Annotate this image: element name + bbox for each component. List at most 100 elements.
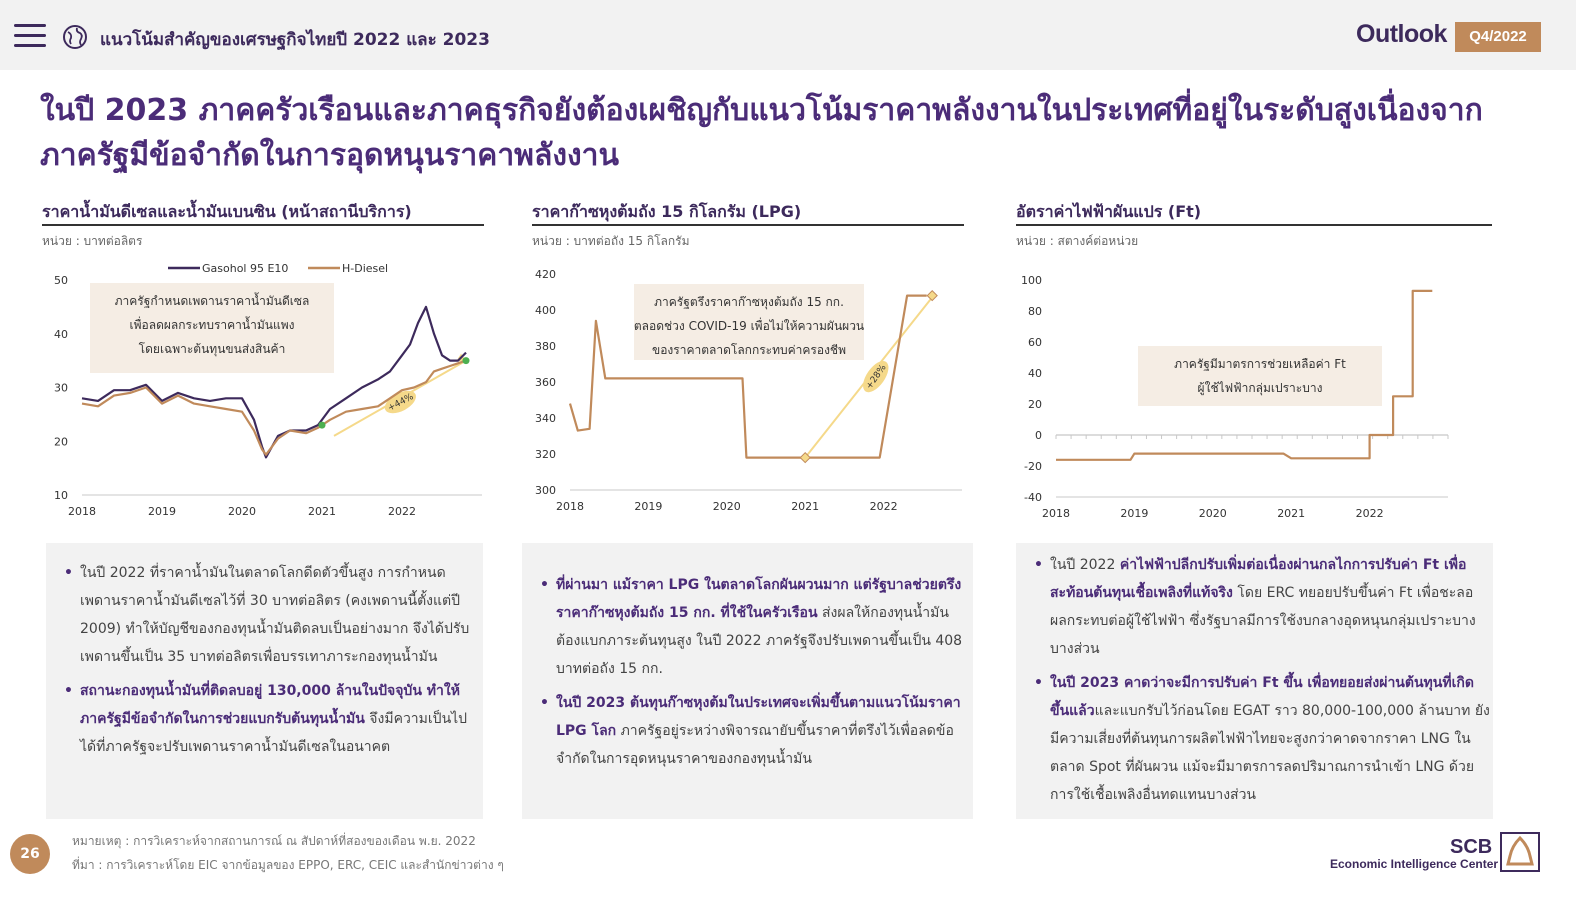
- bullet-icon: •: [540, 577, 549, 593]
- legend-label: Gasohol 95 E10: [202, 262, 288, 275]
- x-tick-label: 2020: [1199, 507, 1227, 520]
- x-tick-label: 2022: [870, 500, 898, 513]
- x-tick-label: 2022: [388, 505, 416, 518]
- annotation-text: เพื่อลดผลกระทบราคาน้ำมันแพง: [130, 316, 295, 332]
- bullet-icon: •: [1034, 557, 1043, 573]
- note-text: ในปี 2023 คาดว่าจะมีการปรับค่า Ft ขึ้น เ…: [1050, 675, 1474, 719]
- annotation-text: ภาครัฐมีมาตรการช่วยเหลือค่า Ft: [1174, 357, 1346, 371]
- note-item: • ในปี 2022 ค่าไฟฟ้าปลีกปรับเพิ่มต่อเนื่อ…: [1016, 551, 1493, 663]
- scb-wordmark: SCB: [1450, 836, 1493, 858]
- annotation-text: ตลอดช่วง COVID-19 เพื่อไม่ให้ความผันผวน: [634, 317, 864, 333]
- note-text: สถานะกองทุนน้ำมันที่ติดลบอยู่ 130,000 ล้…: [80, 683, 460, 727]
- annotation-text: ภาครัฐกำหนดเพดานราคาน้ำมันดีเซล: [115, 292, 310, 308]
- y-tick-label: 20: [54, 435, 68, 448]
- x-tick-label: 2019: [634, 500, 662, 513]
- x-tick-label: 2021: [308, 505, 336, 518]
- y-tick-label: 300: [535, 484, 556, 497]
- note-text: โดย ERC ทยอยปรับขึ้นค่า Ft เพื่อชะลอผลกร…: [1050, 585, 1476, 657]
- notes-fuel: • ในปี 2022 ที่ราคาน้ำมันในตลาดโลกดีดตัวข…: [46, 543, 483, 819]
- panel-rule: [42, 224, 484, 226]
- fuel-price-chart: 10 20 30 40 50 2018 2019 2020 2021 2022 ภาครัฐกำหน…: [54, 262, 482, 518]
- y-tick-label: 40: [54, 328, 68, 341]
- y-tick-label: 400: [535, 304, 556, 317]
- panel-title-ft: อัตราค่าไฟฟ้าผันแปร (Ft): [1016, 202, 1202, 221]
- y-tick-label: 10: [54, 489, 68, 502]
- menu-icon[interactable]: [14, 24, 46, 50]
- x-tick-label: 2020: [713, 500, 741, 513]
- notes-ft: • ในปี 2022 ค่าไฟฟ้าปลีกปรับเพิ่มต่อเนื่อ…: [1016, 543, 1493, 819]
- annotation-text: โดยเฉพาะต้นทุนขนส่งสินค้า: [139, 342, 286, 357]
- y-tick-label: 80: [1028, 305, 1042, 318]
- x-tick-label: 2018: [1042, 507, 1070, 520]
- y-tick-label: 320: [535, 448, 556, 461]
- report-title: แนวโน้มสำคัญของเศรษฐกิจไทยปี 2022 และ 20…: [100, 30, 490, 50]
- unit-label: หน่วย : บาทต่อลิตร: [42, 234, 143, 248]
- y-tick-label: -20: [1024, 460, 1042, 473]
- x-tick-label: 2019: [148, 505, 176, 518]
- unit-label: หน่วย : สตางค์ต่อหน่วย: [1016, 234, 1139, 248]
- note-text: ในปี 2022: [1050, 557, 1120, 573]
- note-text: ที่ผ่านมา แม้ราคา LPG ในตลาดโลกผันผวนมาก…: [556, 577, 962, 621]
- top-bar: แนวโน้มสำคัญของเศรษฐกิจไทยปี 2022 และ 20…: [0, 0, 1576, 70]
- x-tick-label: 2021: [791, 500, 819, 513]
- annotation-text: ของราคาตลาดโลกกระทบค่าครองชีพ: [652, 343, 846, 357]
- annotation-text: ผู้ใช้ไฟฟ้ากลุ่มเปราะบาง: [1198, 381, 1323, 396]
- x-tick-label: 2018: [68, 505, 96, 518]
- series-line-0: [1056, 289, 1433, 461]
- note-item: • ที่ผ่านมา แม้ราคา LPG ในตลาดโลกผันผวนมา…: [522, 571, 973, 683]
- page-headline: ในปี 2023 ภาคครัวเรือนและภาคธุรกิจยังต้อ…: [40, 93, 1483, 173]
- y-tick-label: 0: [1035, 429, 1042, 442]
- y-tick-label: 420: [535, 268, 556, 281]
- annotation-text: ภาครัฐตรึงราคาก๊าซหุงต้มถัง 15 กก.: [654, 295, 844, 310]
- note-text: ในปี 2023 ต้นทุนก๊าซหุงต้มในประเทศจะเพิ่…: [556, 695, 961, 739]
- bullet-icon: •: [1034, 675, 1043, 691]
- brand-logo: Outlook: [1356, 20, 1447, 48]
- x-tick-label: 2020: [228, 505, 256, 518]
- data-marker: [799, 451, 811, 464]
- footnote-remark: หมายเหตุ : การวิเคราะห์จากสถานการณ์ ณ สั…: [72, 834, 476, 848]
- series-line-0: [81, 305, 467, 459]
- quarter-badge: Q4/2022: [1455, 22, 1541, 52]
- y-tick-label: 20: [1028, 398, 1042, 411]
- data-marker: [462, 357, 470, 365]
- data-marker: [318, 421, 326, 429]
- x-tick-label: 2021: [1277, 507, 1305, 520]
- footnote-source: ที่มา : การวิเคราะห์โดย EIC จากข้อมูลของ…: [72, 858, 504, 872]
- note-text: และแบกรับไว้ก่อนโดย EGAT ราว 80,000-100,…: [1050, 703, 1490, 803]
- panel-rule: [1016, 224, 1492, 226]
- annotation-box: [634, 284, 864, 360]
- globe-icon: [63, 25, 87, 49]
- panel-title-lpg: ราคาก๊าซหุงต้มถัง 15 กิโลกรัม (LPG): [532, 202, 802, 221]
- x-tick-label: 2019: [1120, 507, 1148, 520]
- y-tick-label: 340: [535, 412, 556, 425]
- note-text: ภาครัฐอยู่ระหว่างพิจารณายับขึ้นราคาที่ตร…: [556, 723, 954, 767]
- y-tick-label: 40: [1028, 367, 1042, 380]
- y-tick-label: 30: [54, 382, 68, 395]
- bullet-icon: •: [540, 695, 549, 711]
- trend-badge: [863, 360, 889, 393]
- note-text: ค่าไฟฟ้าปลีกปรับเพิ่มต่อเนื่องผ่านกลไกกา…: [1050, 557, 1467, 601]
- eic-wordmark: Economic Intelligence Center: [1330, 857, 1499, 871]
- ft-rate-chart: -40 -20 0 20 40 60 80 100 2018 2019 2020 2021 2022 ภา…: [1021, 274, 1449, 520]
- annotation-box: [1138, 346, 1382, 406]
- note-text: ส่งผลให้กองทุนน้ำมันต้องแบกภาระต้นทุนสูง…: [556, 605, 963, 677]
- series-line-0: [568, 294, 927, 459]
- y-tick-label: 100: [1021, 274, 1042, 287]
- lpg-price-chart: 300 320 340 360 380 400 420 2018 2019 2020 2021 202…: [535, 268, 962, 513]
- panel-title-fuel: ราคาน้ำมันดีเซลและน้ำมันเบนซิน (หน้าสถาน…: [42, 202, 412, 221]
- bullet-icon: •: [64, 683, 73, 699]
- data-marker: [926, 289, 938, 302]
- note-text: ในปี 2022 ที่ราคาน้ำมันในตลาดโลกดีดตัวขึ…: [80, 565, 470, 665]
- y-tick-label: 50: [54, 274, 68, 287]
- y-tick-label: 380: [535, 340, 556, 353]
- bullet-icon: •: [64, 565, 73, 581]
- series-line-1: [81, 359, 467, 456]
- y-tick-label: 360: [535, 376, 556, 389]
- notes-lpg: • ที่ผ่านมา แม้ราคา LPG ในตลาดโลกผันผวนมา…: [522, 543, 973, 819]
- annotation-box: [90, 283, 334, 373]
- note-item: • ในปี 2022 ที่ราคาน้ำมันในตลาดโลกดีดตัวข…: [46, 559, 483, 671]
- legend-label: H-Diesel: [342, 262, 388, 275]
- unit-label: หน่วย : บาทต่อถัง 15 กิโลกรัม: [532, 234, 690, 248]
- note-text: จึงมีความเป็นไปได้ที่ภาครัฐจะปรับเพดานรา…: [80, 711, 468, 755]
- y-tick-label: 60: [1028, 336, 1042, 349]
